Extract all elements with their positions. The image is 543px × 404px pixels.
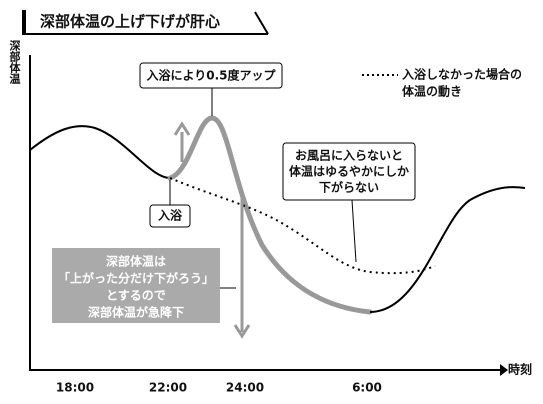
legend-text: 体温の動き: [402, 84, 462, 99]
drop-text: とするので: [106, 289, 166, 303]
title-bar: [22, 10, 26, 34]
drop-text: 深部体温が急降下: [88, 305, 184, 320]
legend-text: 入浴しなかった場合の: [402, 67, 522, 82]
callout-text: 下がらない: [319, 180, 379, 195]
drop-text: 深部体温は: [106, 254, 166, 269]
x-label: 6:00: [352, 381, 382, 395]
bath-curve: [167, 115, 373, 315]
callout-box: [282, 142, 416, 201]
y-axis-label: 深部体温: [8, 39, 21, 85]
callout-text: お風呂に入らないと: [295, 149, 403, 163]
up-arrow-head: [173, 121, 191, 136]
title: 深部体温の上げ下げが肝心: [40, 13, 220, 31]
drop-text: 「上がった分だけ下がろう」: [58, 271, 214, 286]
x-axis-label: 時刻: [508, 362, 532, 377]
body-temp-curve: [29, 125, 171, 179]
title-slash: [254, 11, 269, 35]
callout-text: 体温はゆるやかにしか: [289, 164, 409, 179]
x-label: 24:00: [226, 381, 264, 395]
title-block: 深部体温の上げ下げが肝心: [22, 10, 269, 35]
x-label: 18:00: [56, 381, 94, 395]
callout-box: [139, 62, 283, 89]
callout-text: 入浴: [158, 208, 183, 223]
drop-box: [52, 248, 220, 323]
x-axis-arrow: [500, 364, 508, 376]
pointer: [351, 199, 357, 263]
callout-box: [149, 204, 191, 228]
down-arrow-head: [233, 324, 251, 339]
x-label: 22:00: [149, 381, 187, 395]
callout-text: 入浴により0.5度アップ: [146, 68, 276, 83]
body-temp-curve: [369, 186, 526, 313]
